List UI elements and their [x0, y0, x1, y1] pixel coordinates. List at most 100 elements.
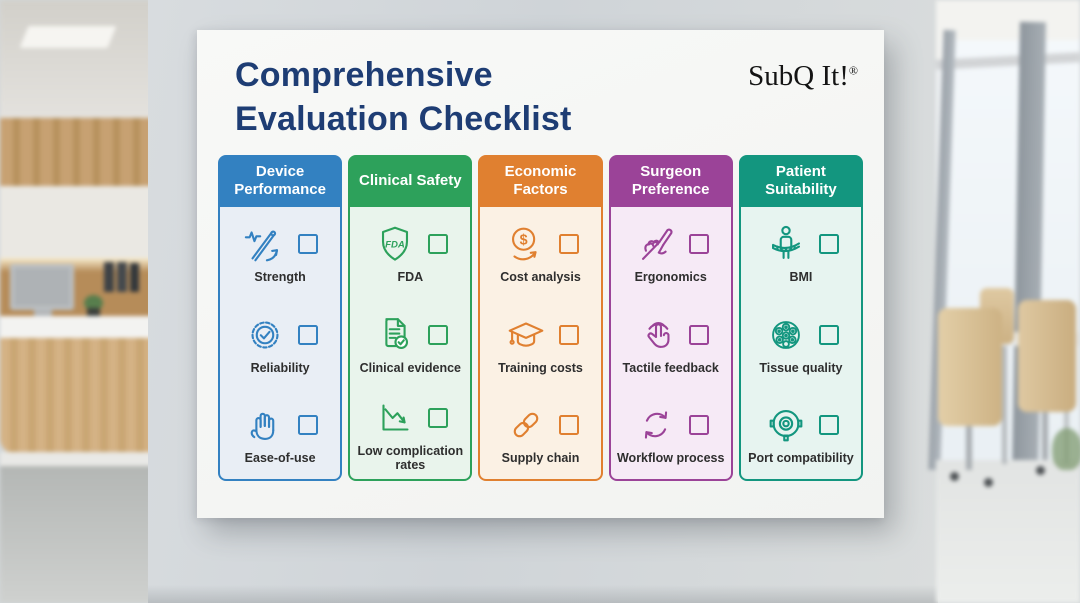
column-body: FDA FDA: [348, 207, 473, 482]
item-checkbox[interactable]: [688, 415, 709, 436]
item-label: Ease-of-use: [244, 451, 316, 466]
ceiling-light: [19, 26, 117, 48]
binder: [104, 262, 114, 292]
item-label: BMI: [789, 269, 813, 284]
open-hand-icon: [242, 402, 288, 448]
checklist-item-workflow-process: Workflow process: [611, 388, 731, 479]
checklist-item-strength: Strength: [220, 207, 340, 298]
wood-wall-panel: [0, 118, 152, 186]
checklist-item-supply-chain: Supply chain: [480, 388, 600, 479]
item-checkbox[interactable]: [818, 233, 839, 254]
plant-pot: [87, 308, 100, 318]
checklist-item-tissue-quality: Tissue quality: [741, 298, 861, 389]
column-header: Economic Factors: [478, 155, 603, 208]
binder: [130, 263, 139, 292]
item-checkbox[interactable]: [818, 324, 839, 345]
checklist-item-training-costs: Training costs: [480, 298, 600, 389]
column-surgeon-preference: Surgeon Preference: [608, 155, 733, 482]
item-checkbox[interactable]: [558, 233, 579, 254]
item-checkbox[interactable]: [298, 233, 319, 254]
item-label: Tactile feedback: [622, 360, 719, 375]
reception-counter: [0, 316, 152, 338]
item-checkbox[interactable]: [558, 415, 579, 436]
desk-plant: [84, 295, 103, 311]
item-label: Ergonomics: [634, 269, 707, 284]
chair-post: [1042, 412, 1048, 460]
dollar-arrow-icon: $: [503, 221, 549, 267]
item-label: Port compatibility: [748, 451, 854, 466]
fda-shield-icon: FDA: [372, 221, 418, 267]
checklist-item-cost-analysis: $ Cost analysis: [480, 207, 600, 298]
svg-text:$: $: [519, 232, 527, 248]
reception-backdrop: [0, 0, 152, 603]
column-header: Clinical Safety: [348, 155, 473, 208]
brand-name: SubQ It!: [748, 60, 849, 92]
item-label: Low complication rates: [357, 444, 464, 473]
item-label: Tissue quality: [759, 360, 843, 375]
column-body: BMI: [738, 207, 864, 482]
item-checkbox[interactable]: [688, 324, 709, 345]
item-checkbox[interactable]: [558, 324, 579, 345]
table-leg: [1002, 346, 1007, 464]
column-header: Device Performance: [218, 155, 343, 208]
item-checkbox[interactable]: [688, 233, 709, 254]
item-checkbox[interactable]: [428, 233, 449, 254]
reception-desk-front: [0, 338, 152, 454]
column-body: $ Cost analysis: [478, 207, 603, 482]
item-checkbox[interactable]: [818, 415, 839, 436]
port-device-icon: [763, 402, 809, 448]
chair-caster: [950, 472, 959, 481]
column-device-performance: Device Performance: [218, 155, 343, 482]
office-chair: [1018, 300, 1076, 412]
registered-trademark-mark: ®: [848, 63, 858, 78]
item-checkbox[interactable]: [298, 415, 319, 436]
desktop-monitor: [10, 264, 74, 310]
evaluation-checklist-poster: Comprehensive Evaluation Checklist SubQ …: [197, 30, 884, 518]
office-chair: [938, 308, 1002, 426]
ribbon-check-icon: [242, 312, 288, 358]
monitor-stand: [34, 310, 52, 319]
checklist-item-reliability: Reliability: [220, 298, 340, 389]
item-checkbox[interactable]: [428, 408, 449, 429]
item-checkbox[interactable]: [428, 324, 449, 345]
item-checkbox[interactable]: [298, 324, 319, 345]
column-header: Surgeon Preference: [608, 155, 733, 208]
meeting-room-backdrop: [928, 0, 1080, 603]
checklist-item-tactile-feedback: Tactile feedback: [611, 298, 731, 389]
declining-chart-icon: [372, 395, 418, 441]
hand-grip-icon: [633, 221, 679, 267]
poster-title: Comprehensive Evaluation Checklist: [235, 56, 572, 138]
checklist-item-fda: FDA FDA: [350, 207, 470, 298]
checklist-item-ergonomics: Ergonomics: [611, 207, 731, 298]
desk-plinth: [0, 452, 152, 467]
body-measure-icon: [763, 221, 809, 267]
item-label: Workflow process: [616, 451, 725, 466]
tissue-cells-icon: [763, 312, 809, 358]
cycle-arrows-icon: [633, 402, 679, 448]
chair-caster: [984, 478, 993, 487]
floor: [936, 460, 1080, 603]
item-label: Supply chain: [501, 451, 580, 466]
wall-floor-shadow: [148, 585, 938, 603]
checklist-columns: Device Performance: [197, 141, 884, 482]
needle-pulse-icon: [242, 221, 288, 267]
checklist-item-ease-of-use: Ease-of-use: [220, 388, 340, 479]
item-label: FDA: [397, 269, 424, 284]
item-label: Strength: [254, 269, 306, 284]
chair-caster: [1036, 466, 1045, 475]
graduation-cap-icon: [503, 312, 549, 358]
floor: [0, 466, 152, 603]
checklist-item-port-compatibility: Port compatibility: [741, 388, 861, 479]
document-check-icon: [372, 312, 418, 358]
item-label: Cost analysis: [500, 269, 581, 284]
column-patient-suitability: Patient Suitability: [738, 155, 864, 482]
item-label: Training costs: [498, 360, 583, 375]
white-cabinets: [0, 186, 152, 259]
chair-post: [966, 426, 972, 470]
item-label: Clinical evidence: [359, 360, 462, 375]
column-economic-factors: Economic Factors $: [478, 155, 603, 482]
floor-plant: [1052, 428, 1080, 470]
item-label: Reliability: [250, 360, 310, 375]
poster-header: Comprehensive Evaluation Checklist SubQ …: [197, 30, 884, 141]
